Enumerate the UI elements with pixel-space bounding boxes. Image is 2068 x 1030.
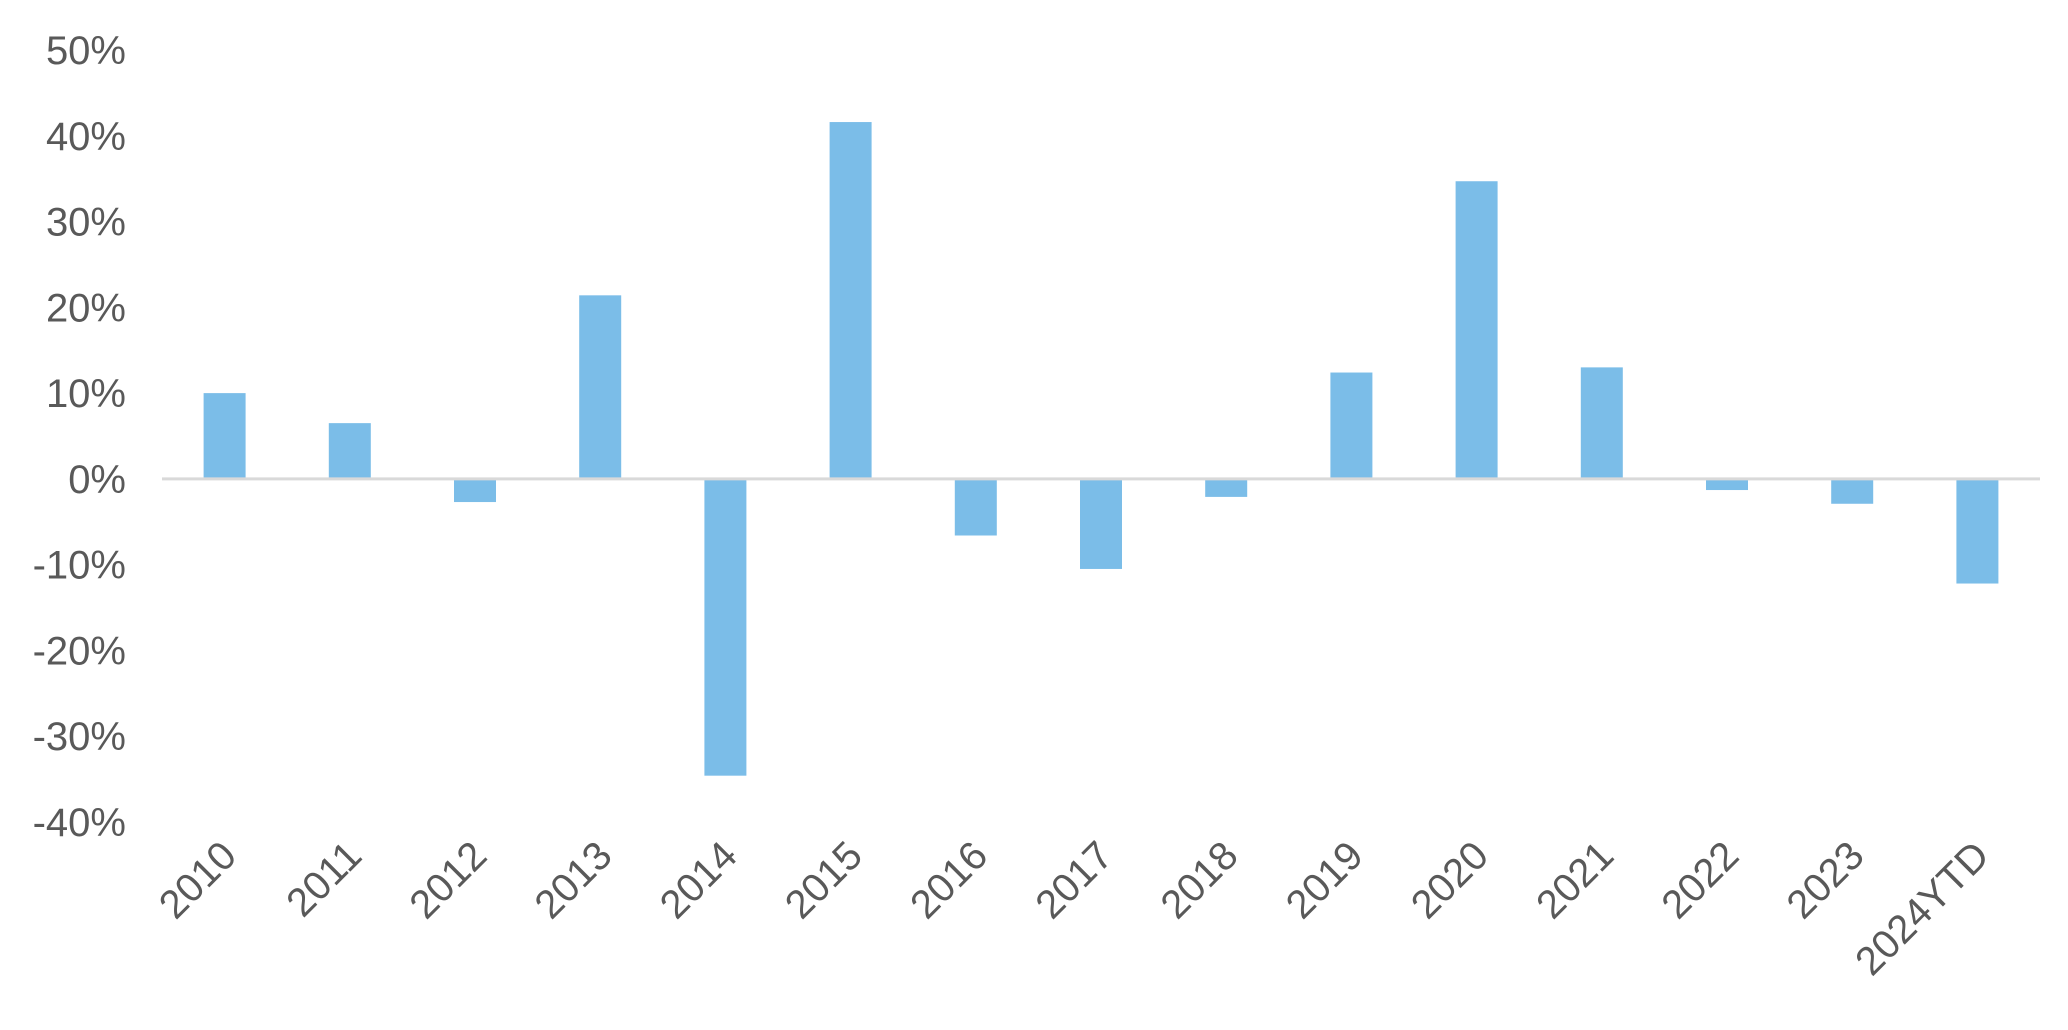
y-tick-label: -30% [33,715,126,759]
x-tick-label: 2015 [777,833,871,927]
x-tick-label: 2023 [1779,833,1873,927]
bar-2022 [1706,478,1748,491]
x-tick-label: 2018 [1153,833,1247,927]
x-tick-label: 2013 [527,833,621,927]
y-tick-label: 0% [68,458,126,502]
x-tick-label: 2016 [902,833,996,927]
x-tick-label: 2012 [401,833,495,927]
bar-2011 [328,423,371,479]
x-tick-label: 2021 [1528,833,1622,927]
x-tick-label: 2011 [278,833,370,925]
x-tick-label: 2010 [151,833,245,927]
bar-2024ytd [1956,478,1999,584]
x-axis-ticks: 2010 2011 2012 2013 2014 2015 2016 2017 2018 2019… [151,833,1998,984]
x-tick-label: 2014 [652,833,746,927]
bar-2013 [579,295,622,479]
bars-group [203,122,1999,776]
y-tick-label: 50% [46,29,126,73]
bar-2010 [203,393,246,479]
y-tick-label: 40% [46,115,126,159]
bar-2019 [1330,372,1373,479]
bar-2015 [829,122,872,479]
y-tick-label: 30% [46,201,126,245]
x-tick-label: 2022 [1653,833,1747,927]
x-tick-label: 2019 [1278,833,1372,927]
bar-2012 [454,478,496,503]
bar-2023 [1831,478,1874,504]
bar-2017 [1080,478,1122,569]
x-tick-label: 2017 [1027,833,1121,927]
bar-2014 [704,478,747,776]
y-tick-label: -40% [33,801,126,845]
y-axis-ticks: 50% 40% 30% 20% 10% 0% -10% -20% -30% -40% [33,29,126,845]
bar-2021 [1580,367,1623,479]
y-tick-label: -20% [33,629,126,673]
y-tick-label: 20% [46,286,126,330]
bar-2020 [1455,181,1498,479]
y-tick-label: 10% [46,372,126,416]
x-tick-label: 2024YTD [1847,833,1998,984]
y-tick-label: -10% [33,544,126,588]
x-tick-label: 2020 [1403,833,1497,927]
bar-2018 [1205,478,1248,497]
bar-2016 [954,478,997,536]
